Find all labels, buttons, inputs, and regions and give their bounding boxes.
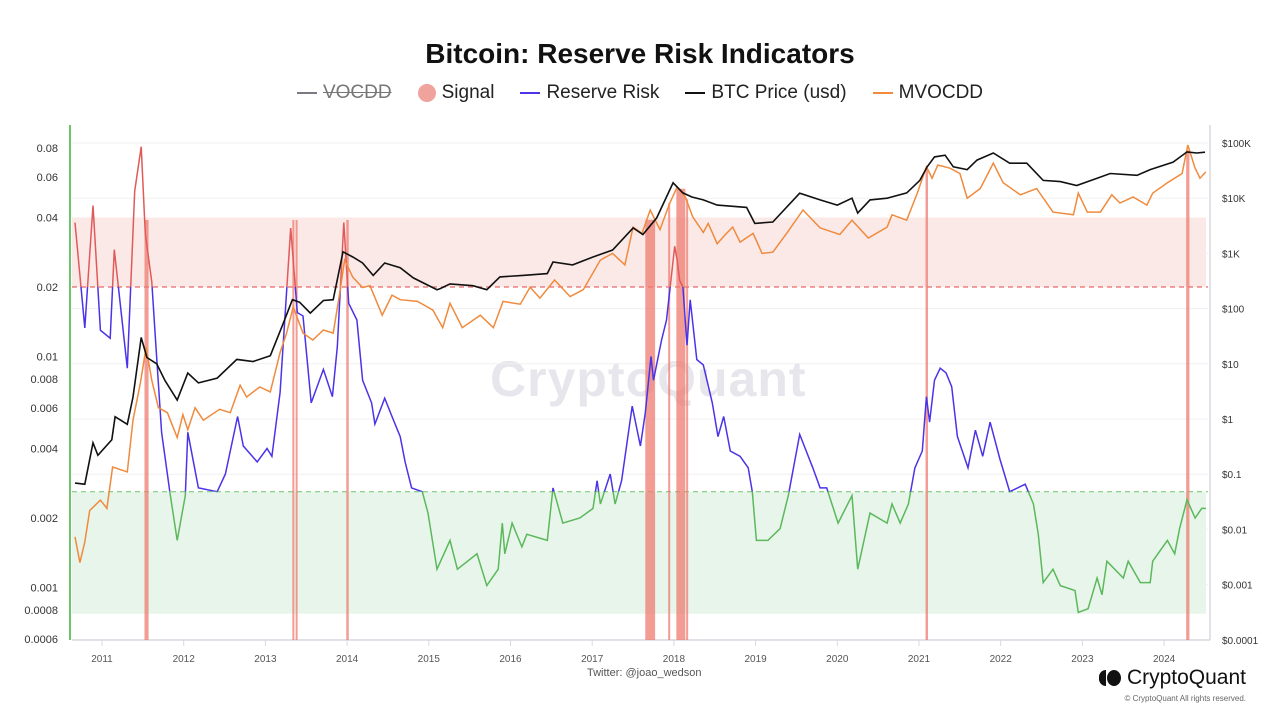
legend-item-signal[interactable]: Signal <box>417 82 495 104</box>
signal-bar <box>1186 150 1190 641</box>
left-axis-tick-label: 0.001 <box>30 583 58 595</box>
legend-label: Reserve Risk <box>546 82 660 103</box>
right-axis-tick-label: $100K <box>1222 139 1251 150</box>
x-axis-tick-label: 2012 <box>173 654 196 665</box>
copyright: © CryptoQuant All rights reserved. <box>1124 694 1247 703</box>
legend-swatch <box>872 92 893 94</box>
left-axis-tick-label: 0.006 <box>30 403 58 415</box>
legend-swatch <box>520 92 541 94</box>
right-axis-tick-label: $0.0001 <box>1222 636 1259 647</box>
x-axis-tick-label: 2011 <box>91 654 113 665</box>
left-axis-tick-label: 0.004 <box>30 443 58 455</box>
left-axis-tick-label: 0.08 <box>37 143 58 155</box>
signal-bar <box>645 219 656 640</box>
signal-bar <box>292 220 295 640</box>
legend-item-btc-price-usd[interactable]: BTC Price (usd) <box>685 82 847 104</box>
brand-logo: CryptoQuant <box>1098 666 1246 690</box>
left-axis-tick-label: 0.0008 <box>24 605 58 617</box>
right-axis-tick-label: $100 <box>1222 305 1245 316</box>
x-axis-tick-label: 2022 <box>990 654 1013 665</box>
x-axis-tick-label: 2018 <box>663 654 686 665</box>
x-axis-tick-label: 2019 <box>744 654 767 665</box>
signal-bar <box>668 202 671 641</box>
legend-label: VOCDD <box>322 82 392 103</box>
legend-item-mvocdd[interactable]: MVOCDD <box>872 82 984 104</box>
left-axis-tick-label: 0.002 <box>30 513 58 525</box>
left-axis-tick-label: 0.008 <box>30 374 58 386</box>
left-axis-tick-label: 0.04 <box>37 212 58 224</box>
legend: VOCDD Signal Reserve Risk BTC Price (usd) MV… <box>0 82 1280 104</box>
chart-title: Bitcoin: Reserve Risk Indicators <box>425 38 855 69</box>
legend-item-vocdd[interactable]: VOCDD <box>296 82 392 104</box>
x-axis-tick-label: 2014 <box>336 654 359 665</box>
legend-swatch <box>685 92 706 94</box>
left-axis-tick-label: 0.02 <box>37 282 58 294</box>
signal-bar <box>295 220 298 640</box>
right-axis-tick-label: $10K <box>1222 194 1246 205</box>
x-axis-tick-label: 2020 <box>826 654 849 665</box>
x-axis-tick-label: 2015 <box>418 654 441 665</box>
reserve-risk-line <box>80 287 1030 492</box>
legend-swatch <box>296 92 317 94</box>
x-axis-tick-label: 2017 <box>581 654 604 665</box>
right-axis-tick-label: $1K <box>1222 249 1240 260</box>
cryptoquant-logo-icon <box>1098 670 1121 686</box>
logo-text: CryptoQuant <box>1126 666 1246 689</box>
right-axis-tick-label: $1 <box>1222 415 1234 426</box>
x-axis-tick-label: 2024 <box>1153 654 1176 665</box>
low-risk-zone <box>72 491 1206 614</box>
signal-bar <box>686 199 689 640</box>
left-axis-tick-label: 0.06 <box>37 172 58 184</box>
right-axis-tick-label: $0.1 <box>1222 470 1242 481</box>
mvocdd-line <box>74 144 1207 563</box>
author-credit: Twitter: @joao_wedson <box>587 667 702 679</box>
left-axis-tick-label: 0.0006 <box>24 634 58 646</box>
legend-swatch <box>417 84 436 102</box>
legend-label: MVOCDD <box>898 82 984 103</box>
legend-label: BTC Price (usd) <box>711 82 847 103</box>
x-axis-tick-label: 2013 <box>254 654 277 665</box>
right-axis-tick-label: $0.01 <box>1222 525 1247 536</box>
legend-label: Signal <box>441 82 495 103</box>
left-axis-tick-label: 0.01 <box>37 352 58 364</box>
signal-bar <box>144 220 149 640</box>
x-axis-tick-label: 2021 <box>908 654 931 665</box>
signal-bar <box>676 188 686 640</box>
right-axis-tick-label: $10 <box>1222 360 1239 371</box>
btc-price-line <box>74 151 1206 486</box>
x-axis-tick-label: 2016 <box>499 654 522 665</box>
legend-item-reserve-risk[interactable]: Reserve Risk <box>520 82 659 104</box>
high-risk-zone <box>72 217 1206 287</box>
right-axis-tick-label: $0.001 <box>1222 581 1253 592</box>
x-axis-tick-label: 2023 <box>1071 654 1094 665</box>
signal-bar <box>346 220 349 640</box>
